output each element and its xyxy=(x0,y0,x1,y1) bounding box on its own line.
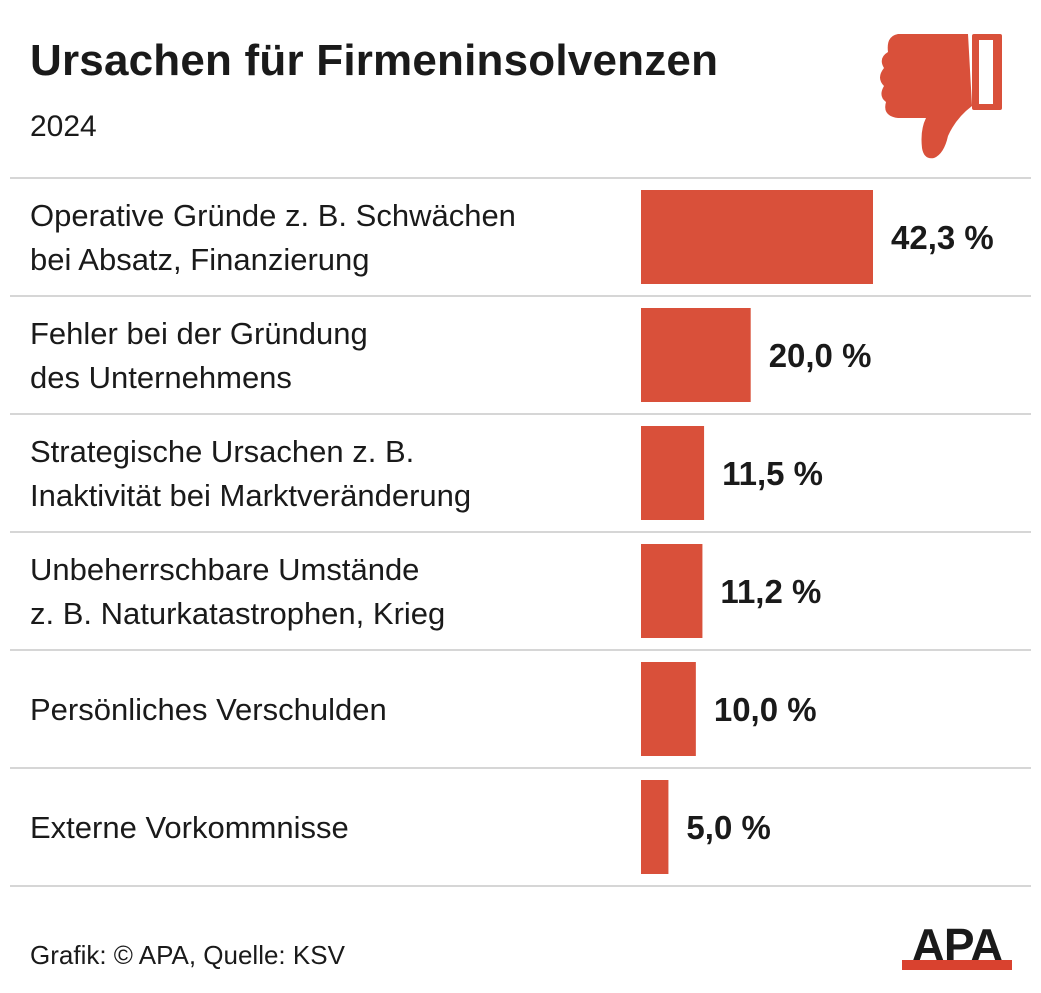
bar xyxy=(641,308,751,402)
category-label: Fehler bei der Gründung des Unternehmens xyxy=(30,316,368,395)
category-label-line: bei Absatz, Finanzierung xyxy=(30,242,370,277)
value-label: 10,0 % xyxy=(714,691,817,728)
category-label-line: Unbeherrschbare Umstände xyxy=(30,552,419,587)
category-label-line: Externe Vorkommnisse xyxy=(30,810,349,845)
category-label: Unbeherrschbare Umstände z. B. Naturkatas… xyxy=(30,552,445,631)
category-label: Operative Gründe z. B. Schwächen bei Absa… xyxy=(30,198,516,277)
thumbs-down-icon xyxy=(880,34,1002,159)
category-label-line: Inaktivität bei Marktveränderung xyxy=(30,478,471,513)
value-label: 11,2 % xyxy=(720,573,821,610)
category-label-line: Persönliches Verschulden xyxy=(30,692,387,727)
value-label: 5,0 % xyxy=(686,809,770,846)
category-label-line: z. B. Naturkatastrophen, Krieg xyxy=(30,596,445,631)
bar xyxy=(641,426,705,520)
category-label-line: Strategische Ursachen z. B. xyxy=(30,434,414,469)
category-label-line: Operative Gründe z. B. Schwächen xyxy=(30,198,516,233)
source-credit: Grafik: © APA, Quelle: KSV xyxy=(30,940,345,970)
chart-title: Ursachen für Firmeninsolvenzen xyxy=(30,36,719,85)
bar-chart: Operative Gründe z. B. Schwächen bei Absa… xyxy=(10,177,1031,887)
category-label: Strategische Ursachen z. B. Inaktivität b… xyxy=(30,434,471,513)
bar xyxy=(641,544,703,638)
category-label: Externe Vorkommnisse xyxy=(30,810,349,845)
value-label: 20,0 % xyxy=(769,337,872,374)
bar xyxy=(641,780,669,874)
apa-logo-bar xyxy=(902,960,1012,970)
chart-subtitle: 2024 xyxy=(30,110,97,143)
category-label-line: des Unternehmens xyxy=(30,360,292,395)
bar xyxy=(641,662,696,756)
bar xyxy=(641,190,873,284)
apa-logo: APA xyxy=(902,919,1012,971)
category-label: Persönliches Verschulden xyxy=(30,692,387,727)
value-label: 42,3 % xyxy=(891,219,994,256)
category-label-line: Fehler bei der Gründung xyxy=(30,316,368,351)
value-label: 11,5 % xyxy=(722,455,823,492)
